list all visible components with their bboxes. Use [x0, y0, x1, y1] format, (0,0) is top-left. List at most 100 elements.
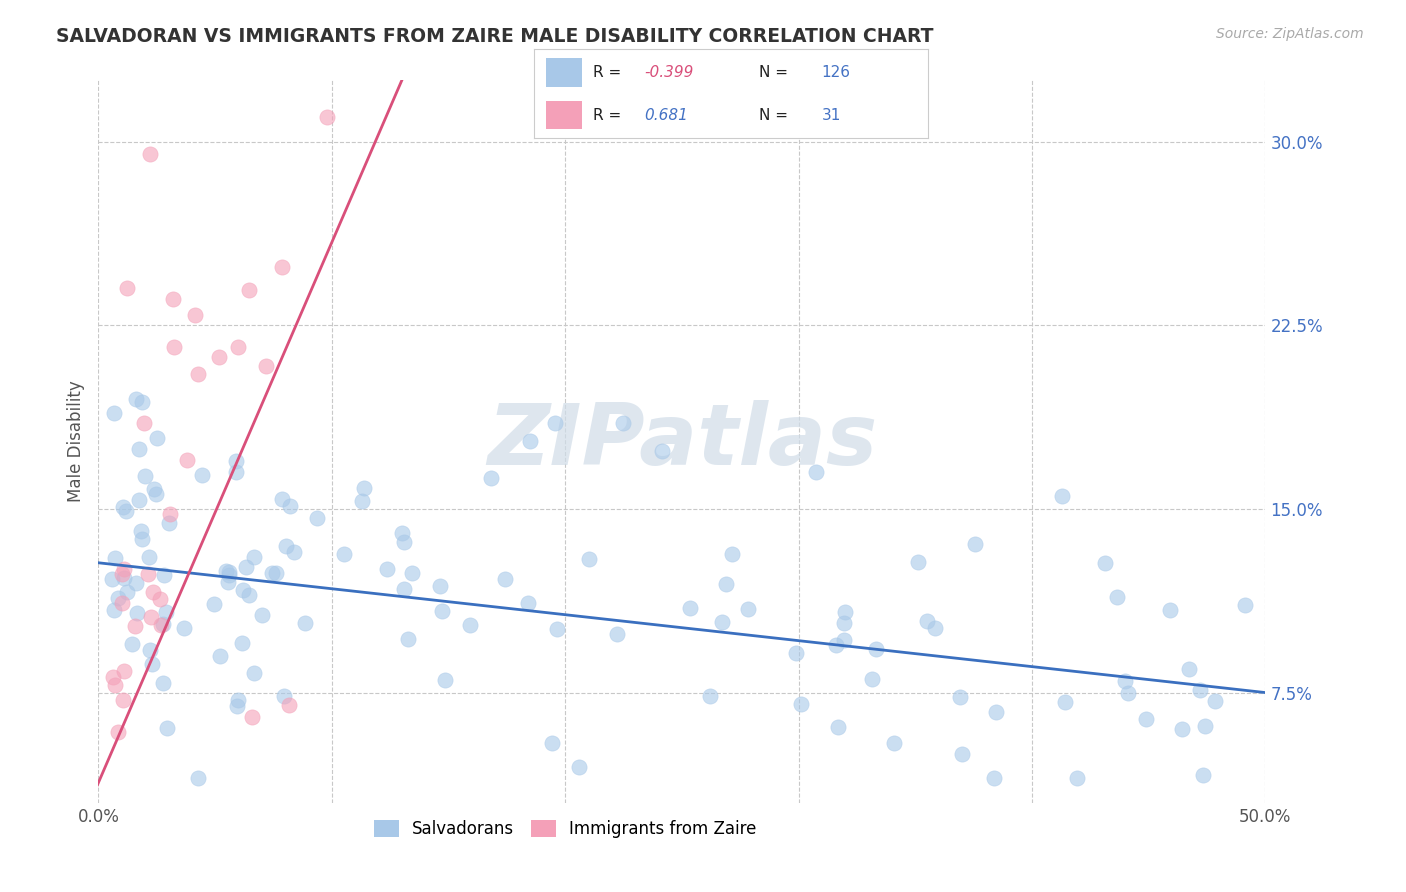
Point — [375, 562, 398, 576]
FancyBboxPatch shape — [546, 101, 582, 129]
Point — [235, 559, 257, 574]
Text: Source: ZipAtlas.com: Source: ZipAtlas.com — [1216, 27, 1364, 41]
Point — [104, 678, 127, 692]
Point — [121, 637, 143, 651]
Point — [353, 481, 375, 495]
Point — [915, 614, 938, 628]
Point — [136, 567, 159, 582]
Point — [115, 281, 138, 295]
Point — [107, 725, 129, 739]
Point — [131, 532, 153, 546]
Point — [790, 697, 813, 711]
Point — [352, 494, 374, 508]
Point — [145, 487, 167, 501]
Point — [208, 649, 231, 664]
Point — [883, 736, 905, 750]
Point — [568, 759, 591, 773]
Point — [225, 465, 247, 479]
Point — [124, 619, 146, 633]
Point — [225, 454, 247, 468]
Point — [142, 585, 165, 599]
Point — [429, 579, 451, 593]
Point — [111, 500, 134, 514]
Point — [1053, 696, 1076, 710]
Point — [517, 596, 540, 610]
Point — [392, 582, 415, 597]
Point — [785, 646, 807, 660]
Point — [103, 603, 125, 617]
Point — [963, 537, 986, 551]
Point — [138, 146, 160, 161]
Point — [111, 566, 134, 581]
Text: N =: N = — [759, 65, 787, 79]
Point — [163, 340, 186, 354]
Point — [107, 591, 129, 606]
Point — [218, 565, 240, 579]
Point — [865, 642, 887, 657]
Point — [156, 721, 179, 735]
Point — [226, 693, 249, 707]
Point — [651, 444, 673, 458]
Point — [132, 416, 155, 430]
Point — [124, 392, 146, 406]
Point — [112, 562, 135, 576]
Point — [578, 552, 600, 566]
Point — [606, 626, 628, 640]
Point — [138, 642, 160, 657]
Point — [860, 672, 883, 686]
Point — [1135, 712, 1157, 726]
Point — [114, 504, 136, 518]
Point — [720, 547, 742, 561]
Point — [101, 671, 124, 685]
Point — [152, 676, 174, 690]
Point — [128, 493, 150, 508]
Point — [187, 772, 209, 786]
Point — [111, 596, 134, 610]
Point — [149, 591, 172, 606]
Point — [187, 367, 209, 381]
Point — [1170, 722, 1192, 736]
Point — [184, 309, 207, 323]
Point — [392, 535, 415, 549]
Point — [208, 350, 231, 364]
Point — [277, 698, 299, 712]
Point — [149, 617, 172, 632]
Point — [274, 539, 297, 553]
Point — [232, 582, 254, 597]
Point — [737, 602, 759, 616]
Point — [294, 615, 316, 630]
Text: -0.399: -0.399 — [644, 65, 695, 79]
Point — [134, 468, 156, 483]
Point — [129, 524, 152, 538]
Point — [458, 618, 481, 632]
Point — [111, 692, 134, 706]
Point — [162, 293, 184, 307]
Point — [238, 283, 260, 297]
Point — [544, 416, 567, 430]
Point — [264, 566, 287, 580]
Point — [240, 710, 263, 724]
Point — [217, 574, 239, 589]
Point — [1159, 603, 1181, 617]
Text: ZIPatlas: ZIPatlas — [486, 400, 877, 483]
Point — [125, 575, 148, 590]
Point — [716, 576, 738, 591]
Point — [1052, 490, 1074, 504]
Point — [176, 453, 198, 467]
Text: 126: 126 — [821, 65, 851, 79]
Text: R =: R = — [593, 65, 621, 79]
Point — [1114, 674, 1136, 689]
Point — [218, 568, 240, 582]
Point — [103, 551, 125, 566]
Point — [238, 588, 260, 602]
Point — [228, 340, 250, 354]
Point — [832, 615, 855, 630]
Text: R =: R = — [593, 108, 621, 122]
Point — [159, 507, 181, 521]
Point — [283, 545, 305, 559]
Point — [112, 570, 135, 584]
Point — [984, 705, 1007, 719]
Point — [155, 605, 177, 619]
Y-axis label: Male Disability: Male Disability — [66, 381, 84, 502]
Point — [834, 605, 856, 619]
